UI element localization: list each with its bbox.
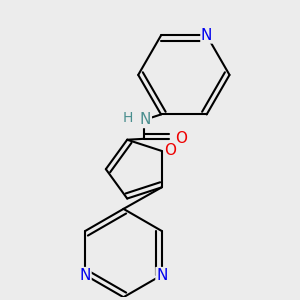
Text: N: N — [156, 268, 167, 283]
Text: N: N — [80, 268, 91, 283]
Text: O: O — [165, 143, 177, 158]
Text: N: N — [140, 112, 151, 128]
Text: O: O — [175, 131, 187, 146]
Text: H: H — [123, 112, 133, 125]
Text: N: N — [201, 28, 212, 43]
